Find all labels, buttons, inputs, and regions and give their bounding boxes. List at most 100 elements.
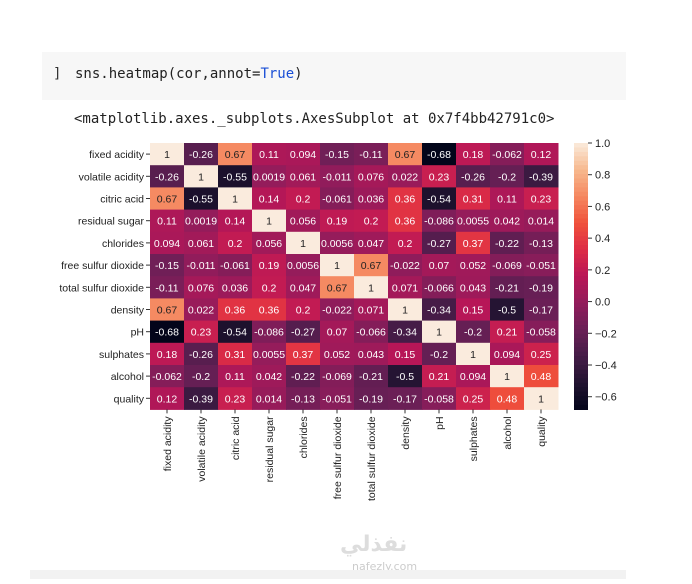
heatmap-cell xyxy=(184,254,219,277)
heatmap-cell xyxy=(354,320,389,344)
colorbar-tick-label: 0.8 xyxy=(595,170,610,182)
heatmap-cell xyxy=(456,365,491,388)
heatmap-cell xyxy=(524,320,559,344)
heatmap-cell xyxy=(286,143,321,166)
cell-annotation: 0.0056 xyxy=(321,238,353,250)
x-tick-label: sulphates xyxy=(468,416,480,461)
code-line[interactable]: sns.heatmap(cor,annot=True) xyxy=(75,66,303,82)
heatmap-cell xyxy=(150,143,185,166)
cell-annotation: -0.19 xyxy=(529,282,553,294)
cell-annotation: -0.051 xyxy=(322,393,352,405)
heatmap-cell xyxy=(422,387,457,410)
heatmap-cell xyxy=(422,187,457,211)
cell-annotation: 0.022 xyxy=(188,305,214,317)
colorbar-segment xyxy=(574,396,588,402)
heatmap-cell xyxy=(490,342,525,366)
heatmap-cell xyxy=(354,387,389,410)
heatmap-cell xyxy=(252,387,287,410)
cell-annotation: 0.14 xyxy=(259,194,280,206)
colorbar-tick-label: 0.4 xyxy=(595,233,610,245)
y-tick-label: fixed acidity xyxy=(89,149,145,161)
cell-annotation: -0.26 xyxy=(155,171,179,183)
colorbar-segment xyxy=(574,400,588,406)
heatmap-cell xyxy=(184,298,219,322)
heatmap-cell xyxy=(320,298,355,322)
heatmap-cell xyxy=(286,365,321,388)
heatmap-cell xyxy=(150,231,185,255)
cell-annotation: 1 xyxy=(266,216,272,228)
colorbar-segment xyxy=(574,178,588,184)
heatmap-cell xyxy=(354,143,389,166)
heatmap-cell xyxy=(422,209,457,233)
colorbar-segment xyxy=(574,169,588,175)
cell-annotation: 0.67 xyxy=(327,282,348,294)
heatmap-cell xyxy=(456,276,491,299)
cell-annotation: 1 xyxy=(198,171,204,183)
cell-annotation: -0.68 xyxy=(155,327,179,339)
heatmap-cell xyxy=(184,143,219,166)
heatmap-cell xyxy=(218,231,253,255)
cell-annotation: 0.21 xyxy=(497,327,518,339)
heatmap-cell xyxy=(490,165,525,188)
colorbar-segment xyxy=(574,293,588,299)
heatmap-cell xyxy=(218,209,253,233)
cell-annotation: 0.36 xyxy=(225,305,246,317)
cell-annotation: 0.23 xyxy=(531,194,552,206)
cell-annotation: -0.39 xyxy=(529,171,553,183)
x-tick-label: citric acid xyxy=(230,416,242,460)
cell-annotation: -0.21 xyxy=(359,371,383,383)
colorbar-tick-label: −0.2 xyxy=(595,328,617,340)
cell-annotation: 1 xyxy=(232,194,238,206)
colorbar-segment xyxy=(574,156,588,162)
colorbar-segment xyxy=(574,365,588,371)
cell-annotation: -0.19 xyxy=(359,393,383,405)
heatmap-cell xyxy=(524,387,559,410)
colorbar-segment xyxy=(574,298,588,304)
colorbar-segment xyxy=(574,316,588,322)
colorbar-segment xyxy=(574,196,588,202)
heatmap-cell xyxy=(150,320,185,344)
heatmap-cell xyxy=(184,342,219,366)
x-tick-label: chlorides xyxy=(298,416,310,458)
cell-annotation: 0.11 xyxy=(225,371,245,383)
heatmap-cell xyxy=(286,165,321,188)
colorbar-tick-label: −0.4 xyxy=(595,360,617,372)
cell-annotation: -0.061 xyxy=(220,260,250,272)
colorbar-segment xyxy=(574,325,588,331)
colorbar-segment xyxy=(574,200,588,206)
heatmap-cell xyxy=(252,276,287,299)
cell-annotation: -0.21 xyxy=(495,282,519,294)
colorbar-segment xyxy=(574,391,588,397)
cell-annotation: 0.056 xyxy=(256,238,282,250)
cell-annotation: 0.36 xyxy=(259,305,280,317)
cell-annotation: -0.11 xyxy=(359,149,382,161)
heatmap-cell xyxy=(524,254,559,277)
cell-annotation: -0.022 xyxy=(390,260,420,272)
colorbar-tick-label: 1.0 xyxy=(595,138,610,150)
heatmap-cell xyxy=(286,254,321,277)
heatmap-cell xyxy=(388,365,423,388)
cell-annotation: 0.014 xyxy=(256,393,282,405)
heatmap-cell xyxy=(422,165,457,188)
cell-annotation: -0.058 xyxy=(526,327,556,339)
cell-annotation: -0.34 xyxy=(427,305,451,317)
colorbar-segment xyxy=(574,356,588,362)
colorbar-segment xyxy=(574,187,588,193)
heatmap-cell xyxy=(218,187,253,211)
cell-annotation: 0.014 xyxy=(528,216,554,228)
cell-annotation: -0.011 xyxy=(323,171,352,183)
cell-annotation: -0.011 xyxy=(187,260,216,272)
cell-annotation: 0.36 xyxy=(395,216,416,228)
cell-annotation: 0.23 xyxy=(225,393,246,405)
heatmap-cell xyxy=(490,231,525,255)
cell-prompt: ] xyxy=(53,66,62,82)
heatmap-cell xyxy=(422,320,457,344)
cell-annotation: 0.15 xyxy=(463,305,484,317)
heatmap-cell xyxy=(320,320,355,344)
cell-annotation: -0.2 xyxy=(430,349,448,361)
colorbar-segment xyxy=(574,267,588,273)
heatmap-cell xyxy=(218,342,253,366)
code-text-end: ) xyxy=(294,66,303,82)
code-cell[interactable] xyxy=(42,52,626,100)
